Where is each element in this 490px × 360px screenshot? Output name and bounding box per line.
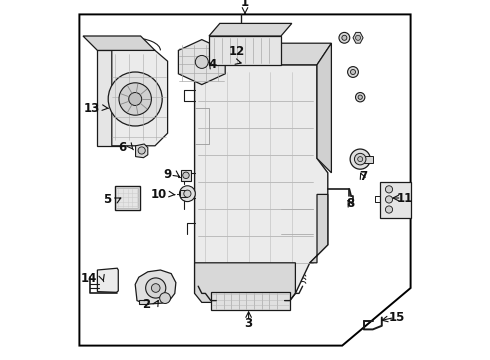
Polygon shape [211,292,290,310]
Circle shape [386,186,392,193]
Polygon shape [310,194,328,263]
Text: 8: 8 [346,197,355,210]
Polygon shape [195,263,295,302]
Text: 3: 3 [245,317,253,330]
Polygon shape [195,43,331,65]
Text: 12: 12 [229,45,245,58]
Polygon shape [83,36,155,50]
Polygon shape [195,65,328,293]
Text: 4: 4 [208,58,216,71]
Circle shape [129,93,142,105]
Text: 1: 1 [241,0,249,9]
Circle shape [386,206,392,213]
Circle shape [339,32,350,43]
Circle shape [146,278,166,298]
Polygon shape [98,50,122,146]
Circle shape [350,149,370,169]
Text: 7: 7 [359,170,368,183]
Polygon shape [98,268,118,292]
Polygon shape [317,43,331,173]
Circle shape [386,196,392,203]
Text: 14: 14 [81,273,98,285]
Circle shape [347,67,358,77]
Circle shape [183,172,189,179]
Circle shape [151,284,160,292]
Circle shape [138,147,145,154]
Circle shape [354,153,366,165]
Text: 10: 10 [150,188,167,201]
Bar [364,156,373,163]
Polygon shape [135,270,176,304]
Text: 6: 6 [118,141,126,154]
Polygon shape [380,182,411,218]
Bar [117,188,138,208]
Circle shape [358,157,363,162]
Polygon shape [209,23,292,36]
Polygon shape [209,36,281,65]
Circle shape [184,190,191,197]
Text: 2: 2 [143,298,151,311]
Text: 5: 5 [103,193,112,206]
Polygon shape [178,40,225,85]
Circle shape [350,69,356,75]
Polygon shape [79,14,411,346]
Text: 15: 15 [389,311,405,324]
Bar [115,186,140,210]
Circle shape [342,35,347,40]
Text: 13: 13 [84,102,100,114]
Circle shape [356,35,361,40]
Circle shape [356,93,365,102]
Polygon shape [136,144,148,158]
Circle shape [160,293,171,303]
Polygon shape [139,300,148,304]
Circle shape [108,72,162,126]
Bar [181,170,191,181]
Circle shape [358,95,363,99]
Polygon shape [353,32,363,43]
Text: 9: 9 [163,168,171,181]
Circle shape [119,83,151,115]
Circle shape [196,55,208,68]
Bar [180,190,187,197]
Circle shape [179,186,196,202]
Text: 11: 11 [396,192,413,204]
Polygon shape [112,50,168,146]
